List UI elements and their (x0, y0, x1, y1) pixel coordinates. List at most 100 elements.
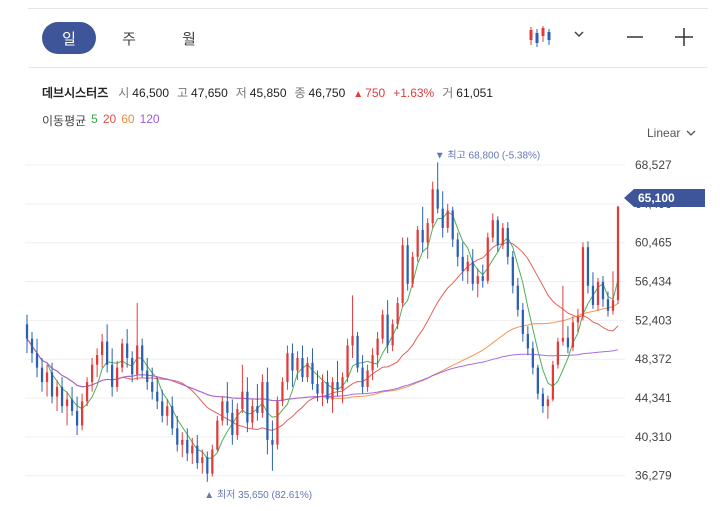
candle-body (541, 393, 544, 407)
candle (581, 242, 585, 321)
candle-body (501, 227, 504, 246)
candle (236, 403, 239, 440)
candle-body (95, 355, 99, 365)
minus-icon[interactable] (626, 28, 644, 46)
candle-body (156, 391, 159, 402)
candle-body (121, 343, 124, 368)
candle-body (206, 457, 209, 474)
ma-120-label[interactable]: 120 (139, 112, 160, 126)
moving-average-legend: 이동평균 5 20 60 120 (42, 112, 165, 129)
candle (241, 364, 244, 413)
candle-body (346, 345, 349, 378)
candle-body (261, 382, 264, 413)
high-value: 47,650 (191, 86, 228, 100)
candle-body (50, 372, 54, 397)
candle (176, 415, 179, 452)
candle-body (311, 362, 314, 385)
plus-icon[interactable] (674, 27, 694, 47)
close-label: 종 (294, 86, 306, 100)
candle-body (75, 410, 79, 426)
low-value: 45,850 (249, 86, 287, 100)
candle (471, 249, 474, 291)
candle-body (331, 382, 334, 400)
candle-body (186, 439, 189, 454)
candle-body (366, 370, 369, 387)
ma-60-label[interactable]: 60 (121, 112, 135, 126)
current-price-tag-bg (624, 189, 705, 208)
candle-body (231, 412, 234, 436)
candle-body (456, 239, 459, 257)
candle-body (396, 303, 399, 325)
candle-body (141, 345, 144, 371)
high-label: 고 (177, 86, 189, 100)
candle (156, 377, 159, 410)
candle (206, 451, 209, 482)
candle-body (256, 406, 259, 413)
candle-body (606, 299, 610, 311)
candle (446, 203, 449, 233)
close-value: 46,750 (308, 86, 346, 100)
candle (506, 222, 509, 265)
candle (296, 351, 299, 381)
moving-average-title: 이동평균 (42, 114, 87, 128)
candle-body (266, 382, 269, 440)
candle (321, 374, 324, 407)
candle (536, 364, 539, 400)
candle-body (551, 364, 555, 400)
candle-body (536, 367, 539, 394)
candle (441, 191, 444, 238)
candle-body (90, 364, 94, 383)
candle (561, 285, 565, 346)
candle (65, 391, 69, 426)
candle-body (216, 420, 219, 450)
candle-body (441, 208, 444, 228)
candle-body (35, 353, 39, 368)
candle (161, 389, 164, 423)
candle-body (301, 357, 304, 378)
candlestick-icon[interactable] (527, 25, 551, 49)
tab-monthly[interactable]: 월 (182, 30, 196, 48)
candle-body (166, 406, 169, 416)
candle (221, 396, 224, 426)
candle-body (581, 247, 585, 317)
candle (416, 225, 419, 262)
candle (526, 326, 529, 356)
candle-body (221, 401, 224, 421)
candle (281, 377, 284, 407)
candle-body (386, 314, 389, 346)
candle (611, 271, 615, 315)
scale-mode-dropdown[interactable]: Linear (647, 126, 696, 140)
candle-body (511, 256, 514, 286)
candle (116, 360, 119, 392)
candle (521, 303, 524, 342)
ma-5-label[interactable]: 5 (91, 112, 98, 126)
chart-toolbar: 일 주 월 (0, 0, 720, 70)
candle (286, 345, 289, 390)
candle-body (516, 285, 519, 310)
candle (75, 396, 79, 436)
candle-body (281, 382, 284, 402)
candle (141, 338, 144, 378)
candle-body (611, 300, 615, 311)
chevron-down-icon[interactable] (573, 28, 585, 40)
tab-daily[interactable]: 일 (42, 22, 96, 54)
candle-body (126, 343, 129, 358)
candle (426, 218, 429, 259)
candle (60, 377, 64, 413)
open-value: 46,500 (132, 86, 169, 100)
candle-body (291, 353, 294, 371)
tab-weekly[interactable]: 주 (122, 30, 136, 48)
scale-mode-label: Linear (647, 126, 681, 140)
candle (30, 331, 34, 363)
candle-body (161, 401, 164, 416)
ma-20-label[interactable]: 20 (102, 112, 117, 126)
candle (166, 399, 169, 426)
candle (401, 237, 404, 307)
candle (361, 355, 364, 394)
candle (151, 367, 154, 400)
y-tick-label: 40,310 (635, 430, 672, 444)
candle (186, 428, 189, 462)
candle (35, 338, 39, 378)
candle (346, 338, 349, 383)
price-chart[interactable]: 68,52764,49660,46556,43452,40348,37244,3… (0, 140, 720, 511)
